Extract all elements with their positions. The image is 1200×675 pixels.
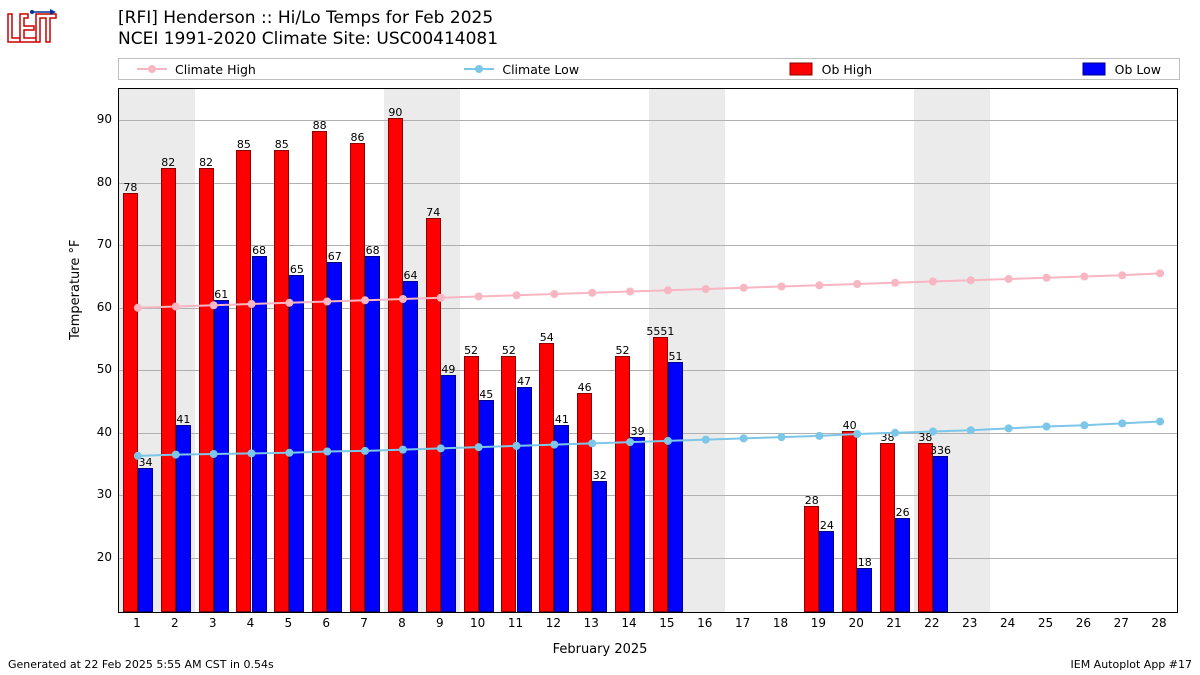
xtick-label: 23 [962,616,977,630]
y-axis-label: Temperature °F [68,240,83,340]
xtick-label: 9 [436,616,444,630]
xtick-label: 13 [584,616,599,630]
xtick-label: 15 [659,616,674,630]
ytick-label: 60 [72,300,112,314]
xtick-label: 12 [546,616,561,630]
chart-title: [RFI] Henderson :: Hi/Lo Temps for Feb 2… [118,8,498,51]
xtick-label: 5 [285,616,293,630]
xtick-label: 26 [1076,616,1091,630]
iem-logo [6,6,58,46]
xtick-label: 21 [886,616,901,630]
ytick-label: 90 [72,112,112,126]
xtick-label: 22 [924,616,939,630]
legend: Climate High Climate Low Ob High Ob Low [118,58,1180,80]
ytick-label: 40 [72,425,112,439]
xtick-label: 10 [470,616,485,630]
xtick-label: 8 [398,616,406,630]
ytick-label: 30 [72,487,112,501]
xtick-label: 19 [811,616,826,630]
legend-ob-high: Ob High [788,62,872,77]
plot-area: 7882828585888690745252544652555128403838… [118,88,1178,613]
xtick-label: 25 [1038,616,1053,630]
legend-climate-low: Climate Low [464,62,579,77]
ytick-label: 20 [72,550,112,564]
xtick-label: 14 [621,616,636,630]
climate-low-line [119,89,1179,614]
footer-app: IEM Autoplot App #17 [1071,658,1193,671]
ytick-label: 50 [72,362,112,376]
ytick-label: 70 [72,237,112,251]
x-axis-label: February 2025 [0,642,1200,657]
legend-climate-high: Climate High [137,62,256,77]
legend-ob-low: Ob Low [1081,62,1161,77]
xtick-label: 20 [849,616,864,630]
title-line-2: NCEI 1991-2020 Climate Site: USC00414081 [118,29,498,50]
xtick-label: 18 [773,616,788,630]
title-line-1: [RFI] Henderson :: Hi/Lo Temps for Feb 2… [118,8,498,29]
xtick-label: 6 [322,616,330,630]
xtick-label: 3 [209,616,217,630]
xtick-label: 24 [1000,616,1015,630]
xtick-label: 16 [697,616,712,630]
xtick-label: 17 [735,616,750,630]
xtick-label: 27 [1114,616,1129,630]
xtick-label: 2 [171,616,179,630]
xtick-label: 1 [133,616,141,630]
footer-generated: Generated at 22 Feb 2025 5:55 AM CST in … [8,658,274,671]
xtick-label: 28 [1151,616,1166,630]
xtick-label: 4 [247,616,255,630]
xtick-label: 11 [508,616,523,630]
xtick-label: 7 [360,616,368,630]
ytick-label: 80 [72,175,112,189]
